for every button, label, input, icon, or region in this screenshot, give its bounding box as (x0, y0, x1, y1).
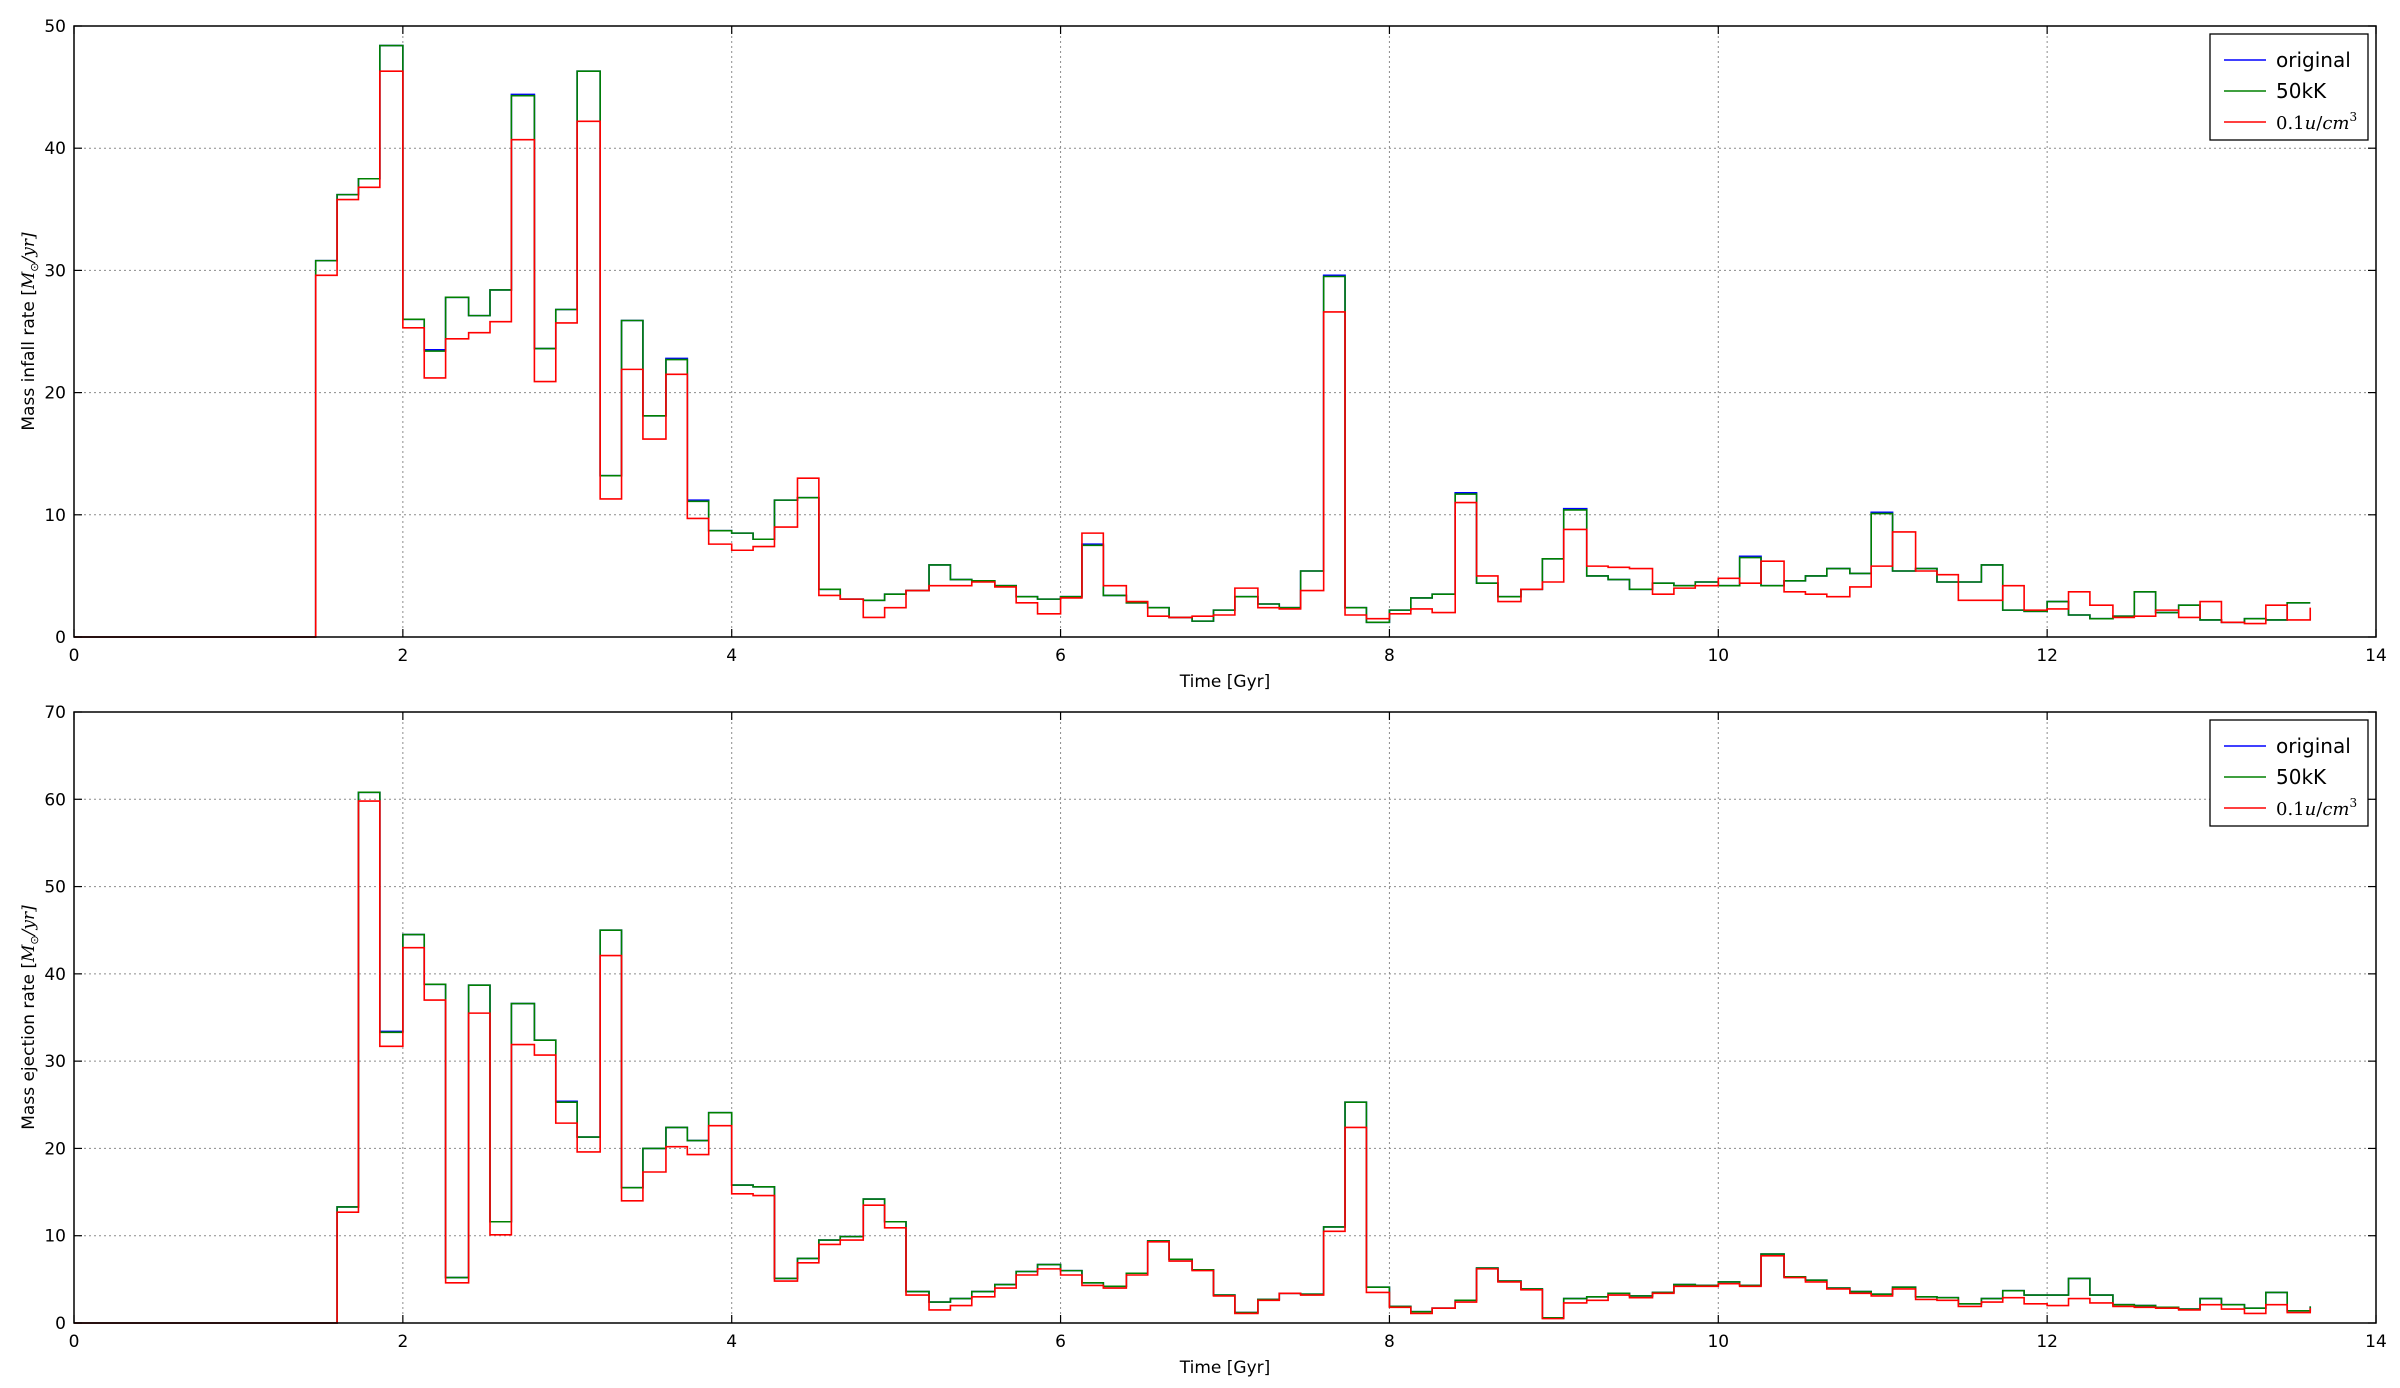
infall-y-tick-label: 50 (44, 17, 66, 37)
ejection-plot-frame (73, 711, 2377, 1324)
infall-plot-frame (73, 25, 2377, 638)
infall-series (74, 44, 2312, 638)
infall-legend-box (2209, 33, 2369, 141)
infall-y-tick-label: 20 (44, 384, 66, 404)
ejection-x-tick-label: 12 (2036, 1332, 2058, 1352)
infall-x-tick-label: 14 (2365, 646, 2387, 666)
infall-y-tick-label: 0 (55, 628, 66, 648)
ejection-y-tick-label: 60 (44, 790, 66, 810)
infall-series-density (74, 70, 2312, 638)
infall-x-tick-label: 12 (2036, 646, 2058, 666)
ejection-x-tick-label: 14 (2365, 1332, 2387, 1352)
infall-grid (74, 26, 2376, 637)
infall-chart: 0 2 4 6 8 10 12 14 0 10 20 30 40 50 Time [Gyr] Mass i… (19, 17, 2387, 692)
ejection-series-50kk (74, 791, 2312, 1324)
ejection-y-axis-label: Mass ejection rate [M⊙/yr] (19, 905, 41, 1130)
infall-y-tick-label: 10 (44, 506, 66, 526)
ejection-y-tick-label: 30 (44, 1052, 66, 1072)
ejection-legend-label-density: 0.1u/cm3 (2276, 796, 2357, 820)
infall-x-tick-label: 4 (726, 646, 737, 666)
ejection-ticks: 0 2 4 6 8 10 12 14 0 10 20 30 40 50 60 70 (44, 703, 2386, 1352)
ejection-series (74, 791, 2312, 1324)
ejection-x-tick-label: 10 (1707, 1332, 1729, 1352)
infall-x-tick-label: 8 (1384, 646, 1395, 666)
infall-y-axis-label: Mass infall rate [M⊙/yr] (19, 232, 41, 431)
infall-x-tick-label: 6 (1055, 646, 1066, 666)
ejection-legend: original 50kK 0.1u/cm3 (2209, 719, 2369, 827)
ejection-x-tick-label: 6 (1055, 1332, 1066, 1352)
ejection-chart: 0 2 4 6 8 10 12 14 0 10 20 30 40 50 60 70 Time [Gyr] Ma… (19, 703, 2387, 1378)
infall-series-original (74, 44, 2311, 638)
infall-ticks: 0 2 4 6 8 10 12 14 0 10 20 30 40 50 (44, 17, 2386, 666)
infall-legend: original 50kK 0.1u/cm3 (2209, 33, 2369, 141)
ejection-y-tick-label: 40 (44, 965, 66, 985)
ejection-legend-label-original: original (2276, 734, 2351, 758)
ejection-y-tick-label: 0 (55, 1314, 66, 1334)
infall-legend-label-original: original (2276, 48, 2351, 72)
infall-x-tick-label: 0 (69, 646, 80, 666)
infall-legend-label-density: 0.1u/cm3 (2276, 110, 2357, 134)
infall-x-tick-label: 10 (1707, 646, 1729, 666)
infall-legend-label-50kk: 50kK (2276, 79, 2327, 103)
ejection-x-tick-label: 8 (1384, 1332, 1395, 1352)
ejection-x-tick-label: 0 (69, 1332, 80, 1352)
ejection-x-tick-label: 4 (726, 1332, 737, 1352)
ejection-y-tick-label: 20 (44, 1139, 66, 1159)
ejection-y-tick-label: 70 (44, 703, 66, 723)
ejection-y-tick-label: 10 (44, 1227, 66, 1247)
ejection-x-axis-label: Time [Gyr] (1179, 1358, 1271, 1378)
infall-x-tick-label: 2 (397, 646, 408, 666)
infall-y-tick-label: 30 (44, 261, 66, 281)
infall-y-tick-label: 40 (44, 139, 66, 159)
infall-x-axis-label: Time [Gyr] (1179, 672, 1271, 692)
ejection-series-original (74, 791, 2312, 1324)
ejection-legend-label-50kk: 50kK (2276, 765, 2327, 789)
infall-series-50kk (74, 44, 2311, 638)
ejection-grid (74, 712, 2376, 1323)
ejection-x-tick-label: 2 (397, 1332, 408, 1352)
ejection-series-density (74, 800, 2312, 1324)
ejection-y-tick-label: 50 (44, 878, 66, 898)
